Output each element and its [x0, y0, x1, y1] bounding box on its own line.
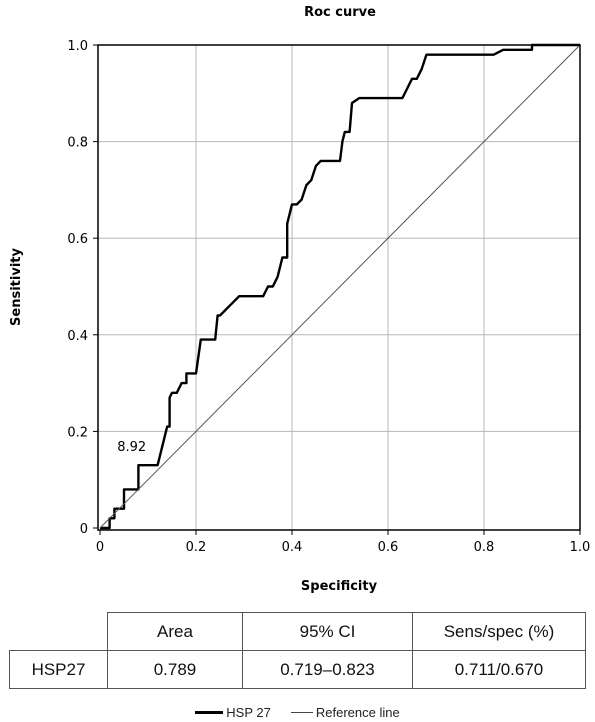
x-tick-label: 0 — [96, 540, 104, 555]
plot-frame — [97, 44, 581, 531]
x-tick-label: 0.2 — [186, 540, 207, 555]
y-tick-label: 0.6 — [67, 232, 88, 247]
table-header-cell: Area — [107, 612, 243, 651]
x-axis-title: Specificity — [301, 579, 378, 594]
y-tick-label: 0.2 — [67, 425, 88, 440]
table-cell: 0.789 — [107, 650, 243, 689]
table-cell: 0.719–0.823 — [242, 650, 413, 689]
legend-item-hsp27: HSP 27 — [195, 705, 271, 720]
threshold-annotation: 8.92 — [117, 440, 146, 455]
grid-lines — [98, 45, 580, 530]
table-header-row: Area 95% CI Sens/spec (%) — [9, 612, 586, 651]
y-tick-label: 0.4 — [67, 329, 88, 344]
chart-title: Roc curve — [304, 5, 376, 20]
auc-stats-table: Area 95% CI Sens/spec (%) HSP27 0.789 0.… — [9, 612, 586, 689]
reference-line — [99, 44, 581, 529]
table-header-cell: Sens/spec (%) — [412, 612, 586, 651]
y-axis-title: Sensitivity — [9, 248, 24, 326]
x-tick-label: 0.8 — [474, 540, 495, 555]
legend-swatch-thick — [195, 710, 224, 714]
table-header-cell — [9, 612, 108, 651]
table-cell: HSP27 — [9, 650, 108, 689]
x-tick-label: 0.6 — [378, 540, 399, 555]
y-tick-label: 0.8 — [67, 136, 88, 151]
table-row: HSP27 0.789 0.719–0.823 0.711/0.670 — [9, 650, 586, 689]
x-tick-label: 1.0 — [570, 540, 591, 555]
table-cell: 0.711/0.670 — [412, 650, 586, 689]
plot-data — [99, 43, 581, 530]
legend-swatch-thin — [290, 711, 313, 713]
x-tick-label: 0.4 — [282, 540, 303, 555]
y-tick-label: 0 — [80, 522, 88, 537]
legend-label: Reference line — [315, 704, 400, 720]
axis-ticks: 0 0.2 0.4 0.6 0.8 1.0 0 0.2 0.4 0.6 0.8 1.0 — [67, 39, 590, 555]
legend-item-reference: Reference line — [290, 704, 400, 720]
y-tick-label: 1.0 — [67, 39, 88, 54]
table-header-cell: 95% CI — [242, 612, 413, 651]
roc-curve-line — [100, 43, 580, 530]
chart-legend: HSP 27 Reference line — [0, 702, 595, 722]
roc-chart: Roc curve 0 0.2 0.4 0.6 0.8 1.0 0 0.2 0.4 0.6 0.8 1… — [9, 5, 590, 594]
legend-label: HSP 27 — [226, 704, 271, 720]
